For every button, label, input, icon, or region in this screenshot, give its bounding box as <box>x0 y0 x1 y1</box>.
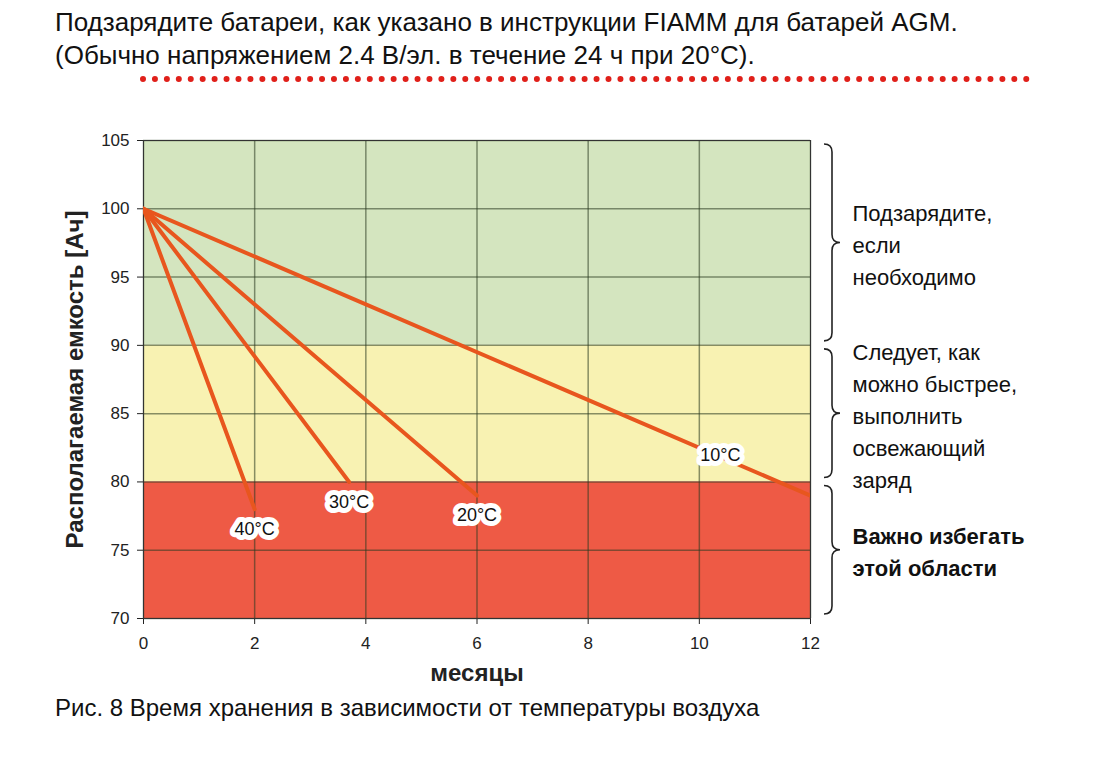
svg-text:80: 80 <box>111 472 130 491</box>
svg-text:85: 85 <box>111 404 130 423</box>
svg-text:20°C: 20°C <box>457 505 497 525</box>
svg-text:8: 8 <box>583 634 592 653</box>
svg-text:12: 12 <box>801 634 820 653</box>
svg-text:40°C: 40°C <box>235 519 275 539</box>
svg-text:0: 0 <box>139 634 148 653</box>
svg-text:Располагаемая емкость [Ач]: Располагаемая емкость [Ач] <box>61 211 88 549</box>
svg-text:90: 90 <box>111 336 130 355</box>
svg-text:2: 2 <box>250 634 259 653</box>
svg-text:4: 4 <box>361 634 370 653</box>
html-text:Рис. 8 Время хранения в зависи: Рис. 8 Время хранения в зависимости от т… <box>55 694 760 721</box>
svg-text:10°C: 10°C <box>700 445 740 465</box>
svg-text:6: 6 <box>472 634 481 653</box>
svg-text:100: 100 <box>101 199 129 218</box>
svg-text:Следует, какможно быстрее,выпо: Следует, какможно быстрее,выполнитьосвеж… <box>853 340 1018 493</box>
svg-text:30°C: 30°C <box>329 492 369 512</box>
svg-text:Важно избегатьэтой области: Важно избегатьэтой области <box>853 524 1025 581</box>
svg-text:месяцы: месяцы <box>430 659 523 686</box>
svg-text:105: 105 <box>101 131 129 150</box>
html-text:Подзарядите батареи, как указа: Подзарядите батареи, как указано в инстр… <box>55 7 958 70</box>
svg-text:70: 70 <box>111 609 130 628</box>
svg-text:Подзарядите,еслинеобходимо: Подзарядите,еслинеобходимо <box>853 201 993 290</box>
svg-text:95: 95 <box>111 268 130 287</box>
svg-text:75: 75 <box>111 541 130 560</box>
svg-text:10: 10 <box>690 634 709 653</box>
